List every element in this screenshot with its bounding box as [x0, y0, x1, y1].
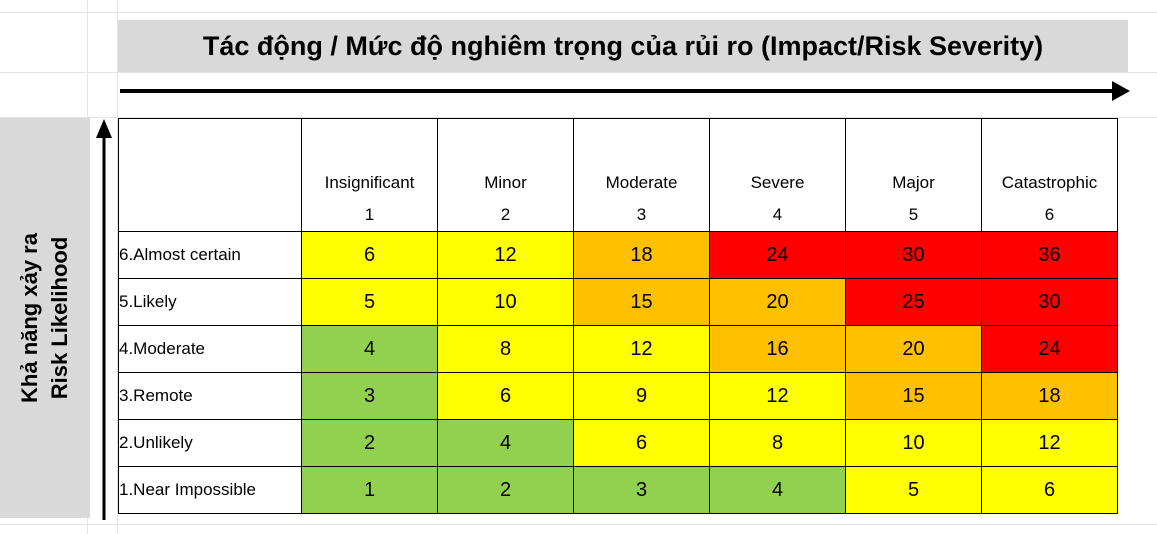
risk-score-cell: 4 — [437, 419, 574, 467]
risk-score-cell: 4 — [301, 325, 438, 373]
matrix-row: 3.Remote 3 6 9 12 15 18 — [118, 372, 1118, 420]
risk-score-cell: 12 — [573, 325, 710, 373]
row-label: 2.Unlikely — [118, 419, 302, 467]
risk-score-cell: 6 — [573, 419, 710, 467]
column-header-number: 2 — [500, 205, 511, 224]
column-header-6: Catastrophic 6 — [981, 118, 1118, 232]
matrix-row: 5.Likely 5 10 15 20 25 30 — [118, 278, 1118, 326]
column-header-name: Moderate — [605, 173, 678, 192]
row-label: 6.Almost certain — [118, 231, 302, 279]
risk-score-cell: 8 — [437, 325, 574, 373]
column-header-number: 6 — [1044, 205, 1055, 224]
chart-title: Tác động / Mức độ nghiêm trọng của rủi r… — [202, 30, 1044, 61]
likelihood-axis-bar — [0, 118, 90, 518]
risk-score-cell: 30 — [845, 231, 982, 279]
risk-score-cell: 24 — [981, 325, 1118, 373]
column-header-name: Major — [892, 173, 935, 192]
impact-arrow-head — [1112, 81, 1130, 101]
row-label: 5.Likely — [118, 278, 302, 326]
risk-score-cell: 16 — [709, 325, 846, 373]
column-header-1: Insignificant 1 — [301, 118, 438, 232]
risk-score-cell: 15 — [845, 372, 982, 420]
risk-score-cell: 24 — [709, 231, 846, 279]
column-header-5: Major 5 — [845, 118, 982, 232]
risk-score-cell: 2 — [301, 419, 438, 467]
risk-score-cell: 8 — [709, 419, 846, 467]
risk-score-cell: 6 — [301, 231, 438, 279]
column-header-number: 5 — [908, 205, 919, 224]
risk-score-cell: 3 — [573, 466, 710, 514]
row-label: 4.Moderate — [118, 325, 302, 373]
row-label: 1.Near Impossible — [118, 466, 302, 514]
matrix-row: 6.Almost certain 6 12 18 24 30 36 — [118, 231, 1118, 279]
risk-score-cell: 6 — [981, 466, 1118, 514]
risk-score-cell: 3 — [301, 372, 438, 420]
risk-score-cell: 12 — [437, 231, 574, 279]
risk-score-cell: 10 — [437, 278, 574, 326]
column-header-name: Insignificant — [324, 173, 415, 192]
matrix-row: 4.Moderate 4 8 12 16 20 24 — [118, 325, 1118, 373]
risk-score-cell: 5 — [301, 278, 438, 326]
impact-axis-title-bar: Tác động / Mức độ nghiêm trọng của rủi r… — [118, 20, 1128, 72]
corner-cell — [118, 118, 302, 232]
matrix-row: 2.Unlikely 2 4 6 8 10 12 — [118, 419, 1118, 467]
risk-score-cell: 20 — [845, 325, 982, 373]
column-header-name: Minor — [484, 173, 527, 192]
risk-score-cell: 9 — [573, 372, 710, 420]
risk-score-cell: 4 — [709, 466, 846, 514]
risk-score-cell: 10 — [845, 419, 982, 467]
risk-score-cell: 12 — [981, 419, 1118, 467]
column-header-name: Catastrophic — [1001, 173, 1098, 192]
header-row: Insignificant 1 Minor 2 Moderate 3 Severe 4 Majo… — [118, 118, 1118, 232]
risk-score-cell: 6 — [437, 372, 574, 420]
column-header-2: Minor 2 — [437, 118, 574, 232]
risk-matrix: Insignificant 1 Minor 2 Moderate 3 Severe 4 Majo… — [118, 118, 1118, 514]
column-header-name: Severe — [750, 173, 805, 192]
risk-score-cell: 2 — [437, 466, 574, 514]
column-header-number: 3 — [636, 205, 647, 224]
risk-score-cell: 18 — [981, 372, 1118, 420]
risk-score-cell: 36 — [981, 231, 1118, 279]
risk-score-cell: 18 — [573, 231, 710, 279]
risk-score-cell: 20 — [709, 278, 846, 326]
risk-score-cell: 12 — [709, 372, 846, 420]
column-header-3: Moderate 3 — [573, 118, 710, 232]
column-header-number: 4 — [772, 205, 783, 224]
row-label: 3.Remote — [118, 372, 302, 420]
risk-score-cell: 5 — [845, 466, 982, 514]
column-header-4: Severe 4 — [709, 118, 846, 232]
column-header-number: 1 — [364, 205, 375, 224]
risk-score-cell: 25 — [845, 278, 982, 326]
risk-score-cell: 15 — [573, 278, 710, 326]
risk-score-cell: 30 — [981, 278, 1118, 326]
matrix-row: 1.Near Impossible 1 2 3 4 5 6 — [118, 466, 1118, 514]
risk-score-cell: 1 — [301, 466, 438, 514]
likelihood-arrow-head — [96, 119, 112, 138]
